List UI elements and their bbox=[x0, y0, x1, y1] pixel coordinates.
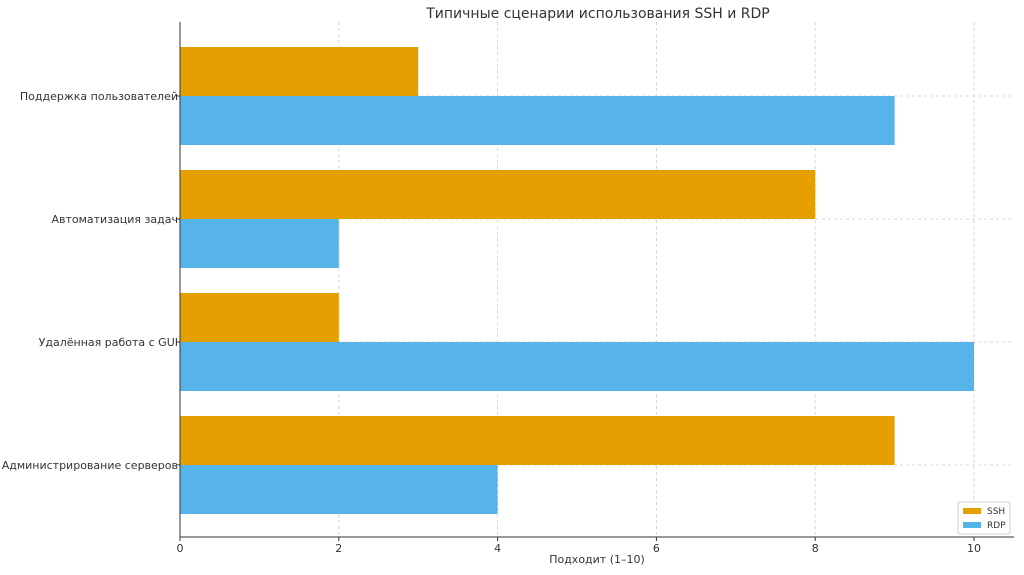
x-tick-label: 2 bbox=[335, 542, 342, 555]
bar-rdp bbox=[180, 465, 498, 514]
legend-label-rdp: RDP bbox=[987, 521, 1006, 531]
category-label: Поддержка пользователей bbox=[20, 90, 178, 103]
axes bbox=[179, 22, 1014, 538]
bar-rdp bbox=[180, 219, 339, 268]
x-tick-label: 8 bbox=[812, 542, 819, 555]
category-label: Автоматизация задач bbox=[51, 213, 178, 226]
bar-ssh bbox=[180, 293, 339, 342]
bars bbox=[180, 47, 974, 514]
x-tick-label: 6 bbox=[653, 542, 660, 555]
x-tick-label: 0 bbox=[177, 542, 184, 555]
category-labels: Администрирование серверов Удалённая рабо… bbox=[2, 90, 180, 472]
legend-label-ssh: SSH bbox=[987, 507, 1005, 517]
legend-swatch-ssh bbox=[963, 508, 981, 514]
bar-ssh bbox=[180, 170, 816, 219]
x-tick-label: 10 bbox=[967, 542, 981, 555]
category-label: Администрирование серверов bbox=[2, 459, 178, 472]
x-tick-label: 4 bbox=[494, 542, 501, 555]
bar-ssh bbox=[180, 47, 419, 96]
chart-title: Типичные сценарии использования SSH и RD… bbox=[425, 6, 769, 22]
legend-swatch-rdp bbox=[963, 522, 981, 528]
bar-rdp bbox=[180, 342, 974, 391]
legend: SSH RDP bbox=[957, 501, 1011, 535]
bar-ssh bbox=[180, 416, 895, 465]
bar-rdp bbox=[180, 96, 895, 145]
x-axis-label: Подходит (1–10) bbox=[549, 553, 645, 566]
category-label: Удалённая работа с GUI bbox=[39, 336, 178, 349]
x-ticks: 0 2 4 6 8 10 bbox=[177, 537, 981, 555]
